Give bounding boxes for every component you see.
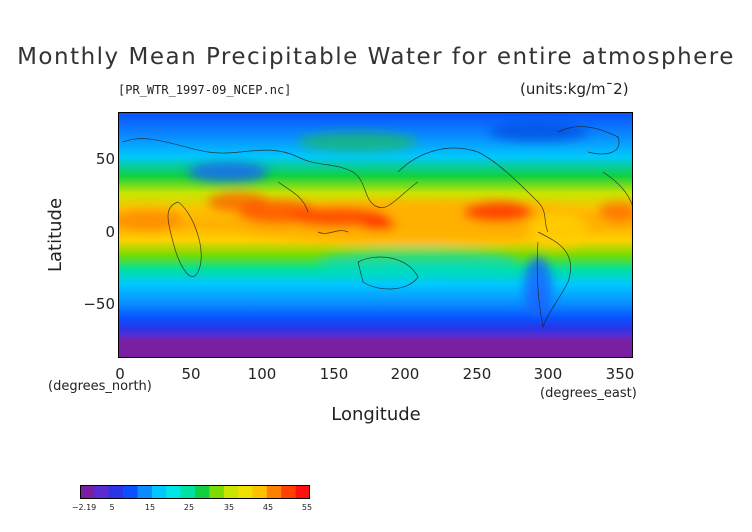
colorbar-swatch <box>195 485 210 499</box>
colorbar-swatch <box>238 485 253 499</box>
file-name-label: [PR_WTR_1997-09_NCEP.nc] <box>118 83 292 97</box>
colorbar-swatch <box>80 485 95 499</box>
colorbar-tick-label: 35 <box>223 503 235 512</box>
x-tick-label: 350 <box>605 365 635 383</box>
colorbar-swatch <box>137 485 153 499</box>
y-axis-unit: (degrees_north) <box>48 379 152 394</box>
y-axis-label: Latitude <box>45 197 66 273</box>
x-tick-label: 0 <box>115 365 125 383</box>
colorbar-swatch <box>151 485 167 499</box>
colorbar-tick-label: −2.19 <box>71 503 97 512</box>
colorbar-tick-label: 45 <box>262 503 274 512</box>
chart-title: Monthly Mean Precipitable Water for enti… <box>17 44 735 70</box>
coastlines <box>122 126 633 329</box>
x-tick-label: 200 <box>390 365 420 383</box>
colorbar-swatch <box>180 485 196 499</box>
colorbar-tick-label: 55 <box>301 503 313 512</box>
y-tick-label: 50 <box>95 150 115 168</box>
colorbar-swatch <box>108 485 124 499</box>
moisture-features <box>118 122 633 317</box>
x-axis-unit: (degrees_east) <box>540 386 637 401</box>
x-tick-label: 100 <box>247 365 277 383</box>
colorbar-swatch <box>266 485 282 499</box>
colorbar-tick-label: 5 <box>109 503 115 512</box>
colorbar-swatch <box>281 485 297 499</box>
x-tick-label: 300 <box>533 365 563 383</box>
colorbar-tick-label: 25 <box>183 503 195 512</box>
units-label: (units:kg/m¯2) <box>520 80 629 98</box>
colorbar-tick-label: 15 <box>144 503 156 512</box>
x-tick-label: 250 <box>462 365 492 383</box>
heatmap-plot <box>118 112 633 358</box>
colorbar-swatch <box>94 485 110 499</box>
plot-frame <box>118 112 633 358</box>
colorbar <box>80 485 310 499</box>
colorbar-swatch <box>295 485 310 499</box>
colorbar-swatch <box>209 485 225 499</box>
x-tick-label: 150 <box>319 365 349 383</box>
colorbar-frame <box>80 485 310 499</box>
colorbar-swatch <box>223 485 239 499</box>
x-tick-label: 50 <box>181 365 201 383</box>
colorbar-swatch <box>166 485 182 499</box>
y-tick-labels: 50 0 −50 <box>60 112 115 358</box>
y-tick-label: 0 <box>105 223 115 241</box>
x-axis-label: Longitude <box>331 404 421 425</box>
colorbar-swatch <box>123 485 138 499</box>
colorbar-swatch <box>252 485 268 499</box>
y-tick-label: −50 <box>83 295 115 313</box>
